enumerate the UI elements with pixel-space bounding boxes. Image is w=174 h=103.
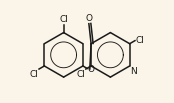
Text: N: N <box>130 67 137 75</box>
Text: O: O <box>85 14 92 23</box>
Text: Cl: Cl <box>136 36 144 45</box>
Text: Cl: Cl <box>76 70 85 79</box>
Text: Cl: Cl <box>30 70 38 79</box>
Text: O: O <box>88 65 95 74</box>
Text: Cl: Cl <box>59 15 68 24</box>
